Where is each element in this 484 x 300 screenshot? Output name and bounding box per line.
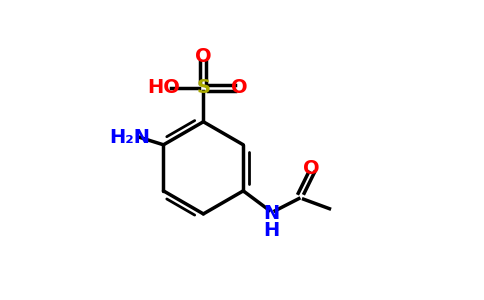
Text: S: S: [197, 78, 211, 97]
Text: O: O: [195, 47, 212, 66]
Text: O: O: [231, 78, 247, 97]
Text: N: N: [263, 204, 280, 223]
Text: H₂N: H₂N: [109, 128, 150, 147]
Text: HO: HO: [147, 78, 180, 97]
Text: O: O: [303, 159, 320, 178]
Text: H: H: [263, 221, 280, 240]
